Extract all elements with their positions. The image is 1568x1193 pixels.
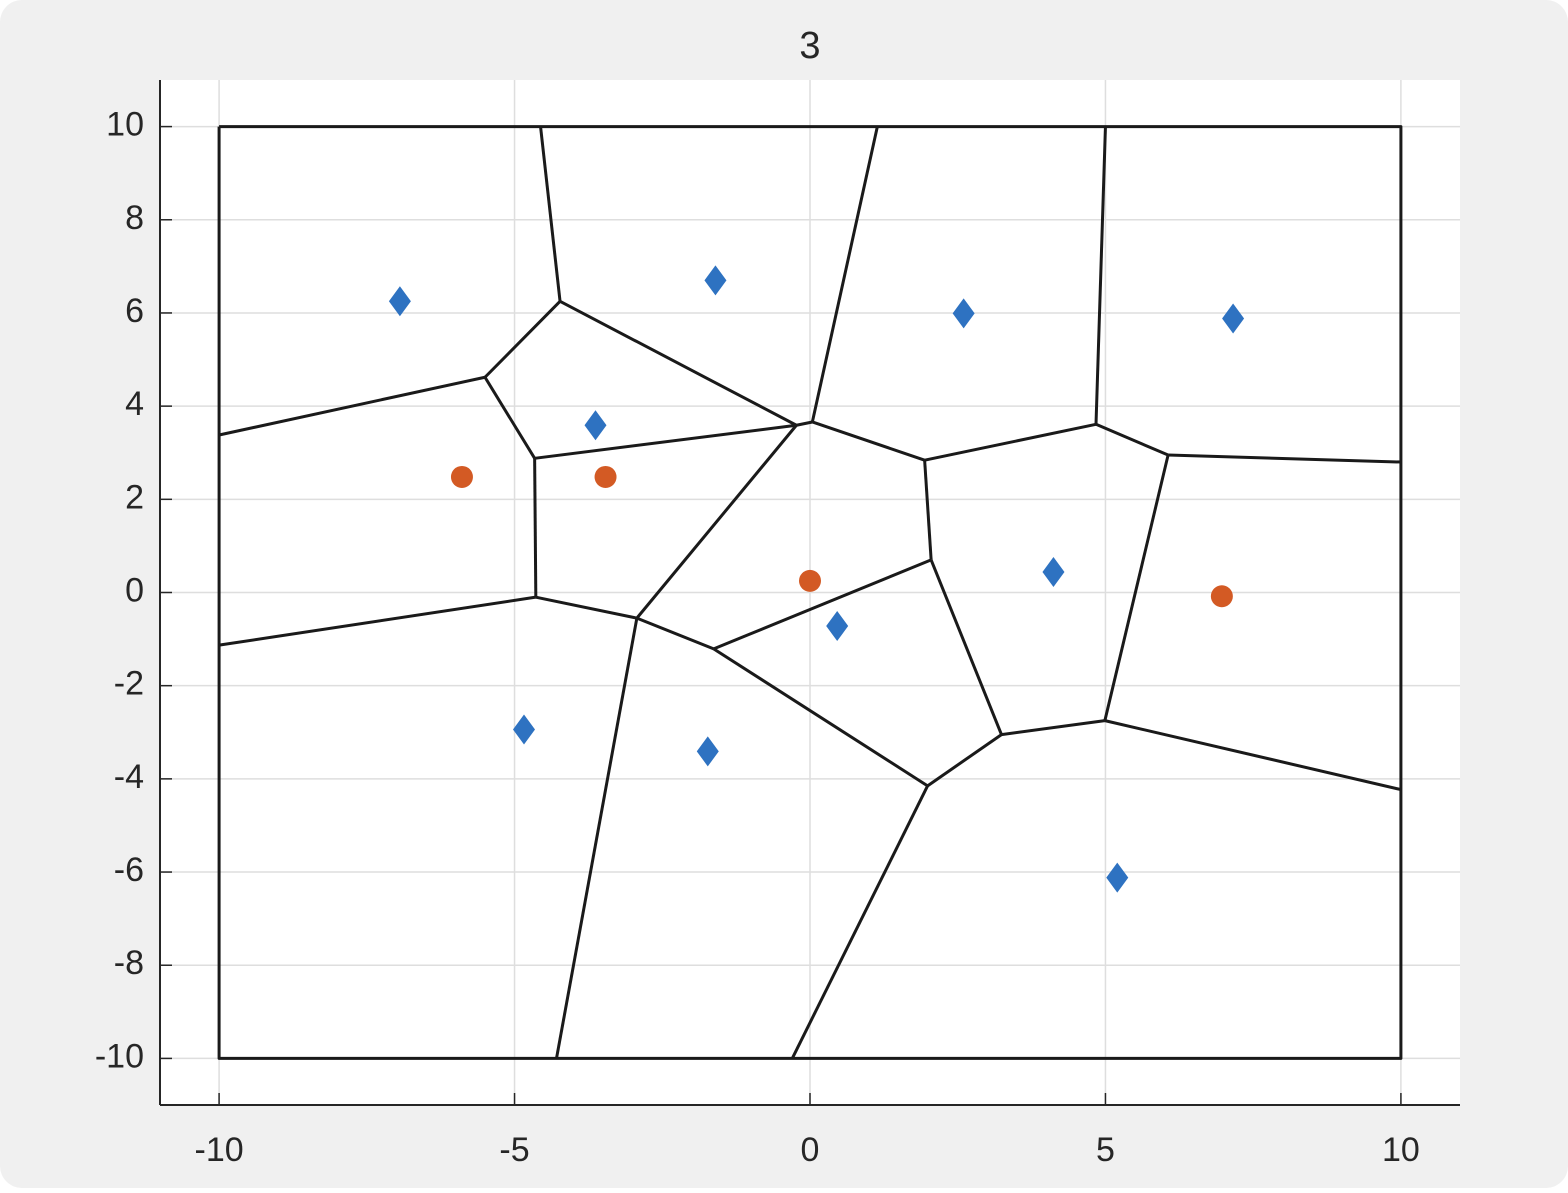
- edge: [535, 595, 638, 620]
- y-tick-label: -8: [114, 944, 144, 982]
- diamond-point: [1222, 303, 1245, 334]
- chart-title: 3: [799, 25, 820, 67]
- edge: [1104, 719, 1402, 792]
- y-tick-label: -6: [114, 851, 144, 889]
- edge: [533, 458, 538, 598]
- y-tick-label: -10: [95, 1037, 144, 1075]
- edge: [1095, 422, 1169, 457]
- edge: [810, 126, 879, 423]
- y-tick-label: 8: [125, 199, 144, 237]
- edge: [1103, 454, 1170, 721]
- x-tick-label: -10: [195, 1131, 244, 1169]
- y-tick-label: -2: [114, 665, 144, 703]
- diamond-point: [826, 611, 849, 642]
- diamond-point: [696, 736, 719, 767]
- diamond-point: [704, 265, 727, 296]
- edge: [924, 422, 1097, 462]
- marks: [217, 125, 1403, 1060]
- diamond-point: [584, 410, 607, 441]
- circle-point: [450, 465, 473, 488]
- edge: [635, 424, 798, 620]
- edge: [555, 617, 639, 1059]
- circle-point: [1210, 585, 1233, 608]
- y-tick-label: 6: [125, 292, 144, 330]
- edge: [483, 300, 562, 379]
- edge: [539, 126, 562, 302]
- edge: [534, 423, 797, 460]
- edge: [790, 785, 929, 1060]
- diamond-point: [1042, 557, 1065, 587]
- diamond-point: [952, 298, 975, 329]
- edge: [929, 559, 1003, 736]
- edge: [218, 375, 486, 437]
- diamond-point: [388, 286, 411, 317]
- diamond-point: [1106, 862, 1129, 893]
- y-tick-label: 4: [125, 385, 144, 423]
- edge: [1001, 719, 1106, 737]
- edge: [636, 616, 715, 651]
- x-tick-label: -5: [499, 1131, 529, 1169]
- edge: [559, 299, 798, 427]
- y-tick-label: -4: [114, 758, 144, 796]
- circle-point: [799, 569, 821, 592]
- edge: [713, 558, 932, 651]
- diamond-point: [513, 714, 535, 745]
- circle-point: [594, 465, 617, 488]
- edge: [796, 420, 813, 427]
- x-tick-label: 5: [1096, 1131, 1115, 1169]
- edge: [217, 125, 1403, 1060]
- y-tick-label: 0: [125, 571, 144, 609]
- x-tick-label: 0: [801, 1131, 820, 1169]
- y-tick-label: 10: [106, 106, 144, 144]
- edge: [923, 460, 933, 560]
- edge: [712, 647, 929, 788]
- edge: [926, 733, 1003, 788]
- edge: [483, 376, 536, 460]
- edge: [1168, 453, 1401, 464]
- edge: [811, 420, 926, 462]
- y-tick-label: 2: [125, 478, 144, 516]
- x-tick-label: 10: [1382, 1131, 1420, 1169]
- edge: [1094, 126, 1107, 425]
- edge: [218, 595, 537, 647]
